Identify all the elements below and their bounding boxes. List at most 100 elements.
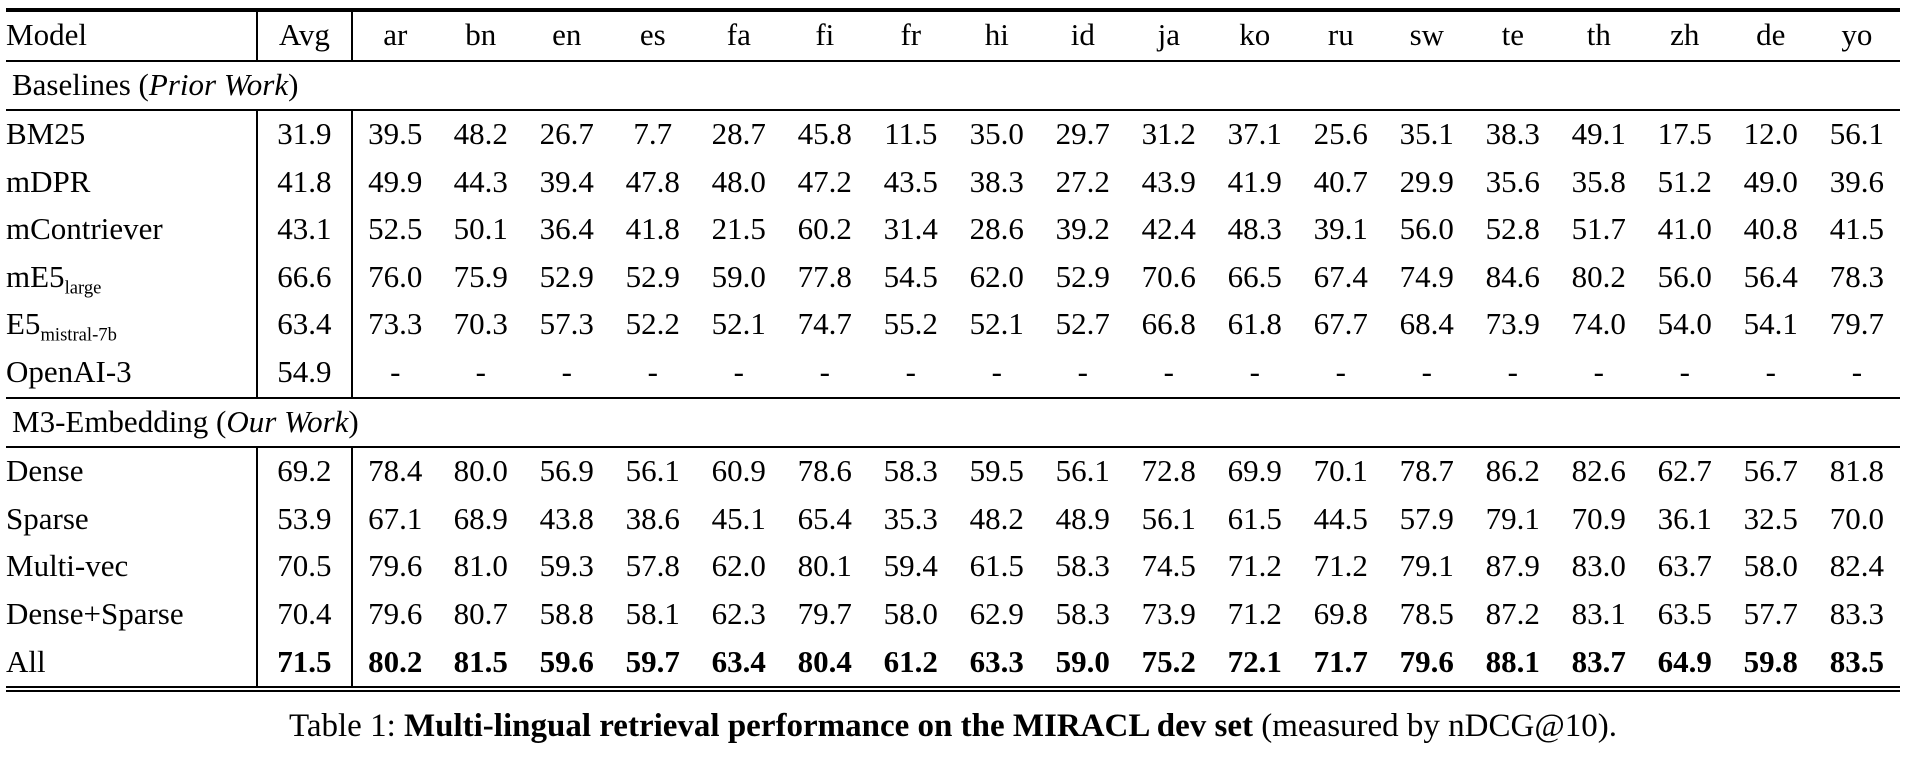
score-cell-hi: 48.2 [969,500,1024,536]
score-cell-fr: 35.3 [883,500,938,536]
model-name-subscript: mistral-7b [40,324,117,346]
score-cell-yo: 70.0 [1829,500,1885,536]
score-cell-yo: 79.7 [1829,306,1885,342]
score-cell-yo: 83.3 [1829,595,1885,631]
score-cell-zh: 17.5 [1657,116,1712,152]
score-cell-de: - [1765,354,1776,390]
avg-score: 66.6 [256,253,353,302]
score-cell-fa: 62.0 [711,548,766,584]
score-cell-bn: 81.5 [453,643,508,679]
score-cell-ko: 71.2 [1227,548,1282,584]
score-cell-fr: 43.5 [883,163,938,199]
score-cell-id: 56.1 [1055,453,1110,489]
score-cell-hi: 52.1 [969,306,1024,342]
score-cell-fa: 63.4 [711,643,766,679]
score-cell-fi: 80.1 [797,548,852,584]
score-cell-fa: 52.1 [711,306,766,342]
score-cell-ko: 66.5 [1227,258,1282,294]
section-title-prefix: M3-Embedding ( [12,403,227,439]
table-body: Baselines (Prior Work) BM25 31.9 39.5 48.2 26… [6,59,1900,690]
score-cell-ja: 74.5 [1141,548,1196,584]
score-cell-ru: 39.1 [1313,211,1368,247]
score-cell-sw: 74.9 [1399,258,1454,294]
score-cell-ja: 72.8 [1141,453,1196,489]
score-cell-yo: 41.5 [1829,211,1885,247]
score-cell-sw: 29.9 [1399,163,1454,199]
score-cell-bn: 70.3 [453,306,508,342]
score-cell-ja: 42.4 [1141,211,1196,247]
score-cell-fi: 77.8 [797,258,852,294]
table-row: Dense 69.2 78.4 80.0 56.9 56.1 60.9 78.6 58.3 59.… [6,447,1900,496]
score-cell-ja: 56.1 [1141,500,1196,536]
score-cell-de: 40.8 [1743,211,1798,247]
score-cell-te: 35.6 [1485,163,1540,199]
score-cell-th: 49.1 [1571,116,1626,152]
score-cell-yo: 56.1 [1829,116,1885,152]
score-cell-id: - [1077,354,1088,390]
score-cell-hi: 59.5 [969,453,1024,489]
score-cell-fr: 11.5 [884,116,938,152]
avg-score: 63.4 [256,301,353,350]
score-cell-hi: 35.0 [969,116,1024,152]
score-cell-fi: 60.2 [797,211,852,247]
score-cell-fi: 47.2 [797,163,852,199]
score-cell-hi: 62.0 [969,258,1024,294]
score-cell-th: 83.7 [1571,643,1626,679]
model-name: Multi-vec [6,548,129,584]
section-header-row: M3-Embedding (Our Work) [6,396,1900,449]
score-cell-sw: 79.1 [1399,548,1454,584]
col-header-th: th [1586,17,1611,52]
score-cell-es: 59.7 [625,643,680,679]
score-cell-th: 83.0 [1571,548,1626,584]
col-header-sw: sw [1409,17,1445,52]
score-cell-zh: - [1679,354,1690,390]
score-cell-bn: 80.7 [453,595,508,631]
table-row: Sparse 53.9 67.1 68.9 43.8 38.6 45.1 65.4 35.3 48… [6,495,1900,544]
score-cell-fa: 28.7 [711,116,766,152]
table-row: Multi-vec 70.5 79.6 81.0 59.3 57.8 62.0 80.1 59.… [6,543,1900,591]
col-header-ja: ja [1157,17,1180,52]
model-name: OpenAI-3 [6,354,132,390]
score-cell-sw: 68.4 [1399,306,1454,342]
score-cell-ar: 39.5 [368,116,423,152]
score-cell-ko: 37.1 [1227,116,1282,152]
score-cell-sw: 56.0 [1399,211,1454,247]
score-cell-ja: 31.2 [1141,116,1196,152]
table-row: All 71.5 80.2 81.5 59.6 59.7 63.4 80.4 61.2 63.3 5… [6,638,1900,690]
score-cell-ru: 67.4 [1313,258,1368,294]
table-row: E5mistral-7b 63.4 73.3 70.3 57.3 52.2 52.1 74.7… [6,301,1900,350]
model-name: mContriever [6,211,163,247]
model-name-subscript: large [64,277,102,299]
score-cell-de: 56.7 [1743,453,1798,489]
score-cell-ko: 48.3 [1227,211,1282,247]
score-cell-bn: - [475,354,486,390]
avg-score: 54.9 [256,349,353,398]
score-cell-ko: 69.9 [1227,453,1282,489]
avg-score: 43.1 [256,206,353,254]
score-cell-id: 58.3 [1055,595,1110,631]
score-cell-bn: 48.2 [453,116,508,152]
score-cell-de: 32.5 [1743,500,1798,536]
score-cell-de: 12.0 [1743,116,1798,152]
model-name: Dense [6,453,84,489]
score-cell-th: 51.7 [1571,211,1626,247]
model-name: E5mistral-7b [6,306,117,346]
score-cell-hi: 63.3 [969,643,1024,679]
section-title: Baselines (Prior Work) [6,59,1900,112]
col-header-de: de [1756,17,1786,52]
score-cell-en: 56.9 [539,453,594,489]
section-title-prefix: Baselines ( [12,66,149,102]
score-cell-en: 59.6 [539,643,594,679]
score-cell-es: - [647,354,658,390]
score-cell-ru: 71.7 [1313,643,1368,679]
score-cell-bn: 68.9 [453,500,508,536]
score-cell-te: 73.9 [1485,306,1540,342]
section-title: M3-Embedding (Our Work) [6,396,1900,449]
score-cell-ko: - [1249,354,1260,390]
score-cell-ar: 79.6 [368,595,423,631]
score-cell-es: 56.1 [625,453,680,489]
model-name: mE5large [6,258,102,299]
score-cell-ar: 76.0 [368,258,423,294]
score-cell-te: 79.1 [1485,500,1540,536]
